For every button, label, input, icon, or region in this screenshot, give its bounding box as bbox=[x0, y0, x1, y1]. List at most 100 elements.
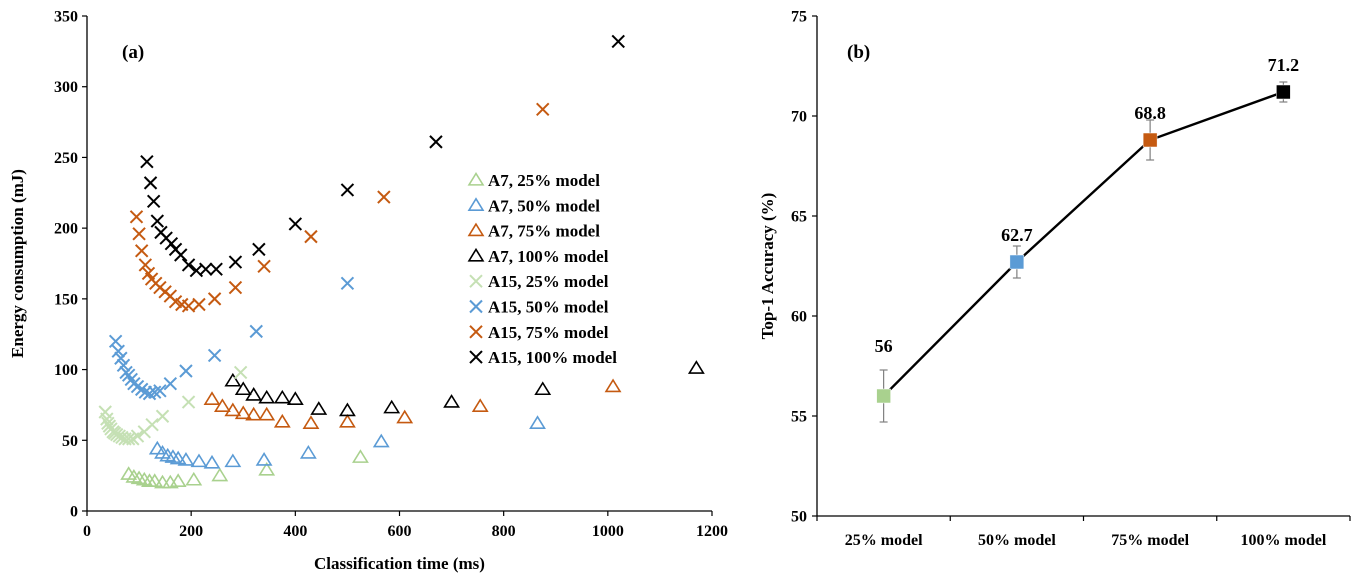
point-a7-75-model bbox=[224, 402, 242, 417]
legend-label-a7-100-model: A7, 100% model bbox=[488, 247, 609, 266]
point-a7-25-model bbox=[146, 473, 164, 487]
point-a15-100-model-stroke bbox=[340, 183, 355, 197]
point-a7-100-model bbox=[245, 387, 263, 401]
point-a15-75-model bbox=[304, 229, 318, 244]
point-a15-75-model-stroke bbox=[377, 190, 391, 204]
point-a15-50-model-stroke bbox=[114, 351, 128, 365]
point-a15-50-model-stroke bbox=[249, 324, 263, 339]
legend-marker-a15-25-model bbox=[469, 274, 483, 288]
point-a15-25-model-stroke bbox=[98, 405, 112, 419]
x-tick-label-a: 200 bbox=[179, 523, 203, 540]
point-a7-25-model bbox=[211, 467, 229, 482]
y-tick-label-b: 50 bbox=[791, 509, 807, 526]
data-label: 56 bbox=[875, 336, 893, 356]
x-tick-label-a: 600 bbox=[388, 523, 412, 540]
x-category-label-b: 100% model bbox=[1240, 532, 1326, 549]
point-a15-100-model bbox=[164, 236, 179, 251]
legend-marker-a15-75-model-stroke bbox=[469, 325, 483, 339]
point-a15-75-model-stroke bbox=[257, 259, 271, 274]
point-a15-100-model-stroke bbox=[228, 255, 243, 269]
data-label: 62.7 bbox=[1001, 225, 1033, 245]
point-a15-75-model-stroke bbox=[192, 297, 206, 312]
y-tick-label-a: 0 bbox=[70, 504, 78, 521]
point-a15-100-model bbox=[146, 194, 161, 208]
point-a15-100-model-stroke bbox=[140, 154, 154, 169]
point-a7-75-model bbox=[203, 391, 221, 405]
point-a7-50-model bbox=[299, 444, 317, 459]
x-category-label-b: 75% model bbox=[1111, 532, 1189, 549]
x-tick-label-a: 1200 bbox=[696, 523, 728, 540]
point-a7-75-model bbox=[338, 413, 356, 428]
point-a7-100-model bbox=[273, 389, 291, 404]
point-a15-75-model-stroke bbox=[134, 244, 149, 258]
legend-marker-a15-25-model-stroke bbox=[469, 274, 483, 288]
point-a15-100-model bbox=[340, 183, 355, 197]
accuracy-point bbox=[1276, 84, 1291, 100]
point-a15-50-model bbox=[179, 364, 193, 378]
point-a15-50-model-stroke bbox=[163, 377, 178, 391]
point-a7-100-model bbox=[687, 360, 705, 374]
legend-label-a7-50-model: A7, 50% model bbox=[488, 196, 600, 215]
point-a15-100-model bbox=[429, 135, 443, 149]
point-a7-75-model bbox=[302, 415, 320, 429]
y-tick-label-b: 75 bbox=[791, 9, 807, 26]
point-a7-75-model bbox=[471, 398, 489, 413]
point-a15-25-model-stroke bbox=[100, 412, 114, 426]
accuracy-point bbox=[1142, 132, 1158, 148]
point-a15-75-model bbox=[192, 297, 206, 312]
point-a15-100-model-stroke bbox=[174, 248, 188, 262]
point-a15-50-model-stroke bbox=[340, 276, 355, 291]
point-a15-50-model-stroke bbox=[207, 348, 222, 363]
point-a15-100-model bbox=[288, 217, 303, 231]
data-label: 71.2 bbox=[1268, 55, 1300, 75]
legend-marker-a7-50-model bbox=[467, 197, 485, 211]
accuracy-point bbox=[876, 388, 891, 404]
point-a7-75-model bbox=[396, 409, 414, 424]
point-a15-100-model bbox=[252, 242, 266, 257]
y-axis-title-a: Energy consumption (mJ) bbox=[8, 169, 27, 358]
point-a15-75-model bbox=[207, 292, 222, 306]
point-a7-25-model bbox=[169, 473, 187, 487]
point-a7-100-model bbox=[383, 399, 401, 414]
point-a7-75-model bbox=[245, 406, 263, 421]
point-a15-50-model bbox=[108, 334, 123, 348]
point-a7-50-model bbox=[190, 453, 208, 468]
point-a15-25-model-stroke bbox=[130, 429, 145, 443]
point-a7-100-model bbox=[234, 381, 252, 396]
y-tick-label-a: 100 bbox=[54, 362, 78, 379]
legend-label-a7-75-model: A7, 75% model bbox=[488, 222, 600, 241]
y-tick-label-a: 300 bbox=[54, 79, 78, 96]
point-a7-75-model bbox=[273, 413, 291, 428]
panel-label-a: (a) bbox=[122, 42, 144, 63]
point-a15-25-model bbox=[233, 365, 248, 380]
point-a15-75-model bbox=[134, 244, 149, 258]
point-a15-75-model-stroke bbox=[132, 227, 146, 241]
legend-marker-a15-100-model bbox=[469, 350, 483, 364]
y-tick-label-a: 350 bbox=[54, 9, 78, 26]
point-a15-50-model-stroke bbox=[108, 334, 123, 348]
legend-label-a15-25-model: A15, 25% model bbox=[488, 272, 609, 291]
point-a15-25-model-stroke bbox=[155, 409, 170, 423]
point-a15-25-model bbox=[181, 395, 196, 409]
point-a15-50-model bbox=[340, 276, 355, 291]
x-tick-label-a: 0 bbox=[83, 523, 91, 540]
point-a15-25-model-stroke bbox=[233, 365, 248, 380]
point-a15-100-model bbox=[150, 214, 165, 228]
point-a15-100-model-stroke bbox=[146, 194, 161, 208]
point-a7-50-model bbox=[224, 453, 242, 468]
point-a15-50-model-stroke bbox=[153, 384, 167, 398]
point-a15-75-model bbox=[257, 259, 271, 274]
point-a15-75-model bbox=[228, 280, 243, 295]
y-tick-label-a: 150 bbox=[54, 291, 78, 308]
point-a7-25-model bbox=[120, 466, 138, 480]
y-tick-label-a: 200 bbox=[54, 221, 78, 238]
point-a7-50-model bbox=[177, 452, 195, 466]
x-tick-label-a: 800 bbox=[492, 523, 516, 540]
point-a15-25-model bbox=[130, 429, 145, 443]
point-a7-50-model bbox=[203, 454, 221, 469]
point-a15-100-model-stroke bbox=[143, 176, 158, 190]
point-a15-75-model-stroke bbox=[175, 297, 189, 312]
point-a15-100-model-stroke bbox=[189, 263, 204, 278]
point-a15-75-model bbox=[129, 210, 144, 224]
